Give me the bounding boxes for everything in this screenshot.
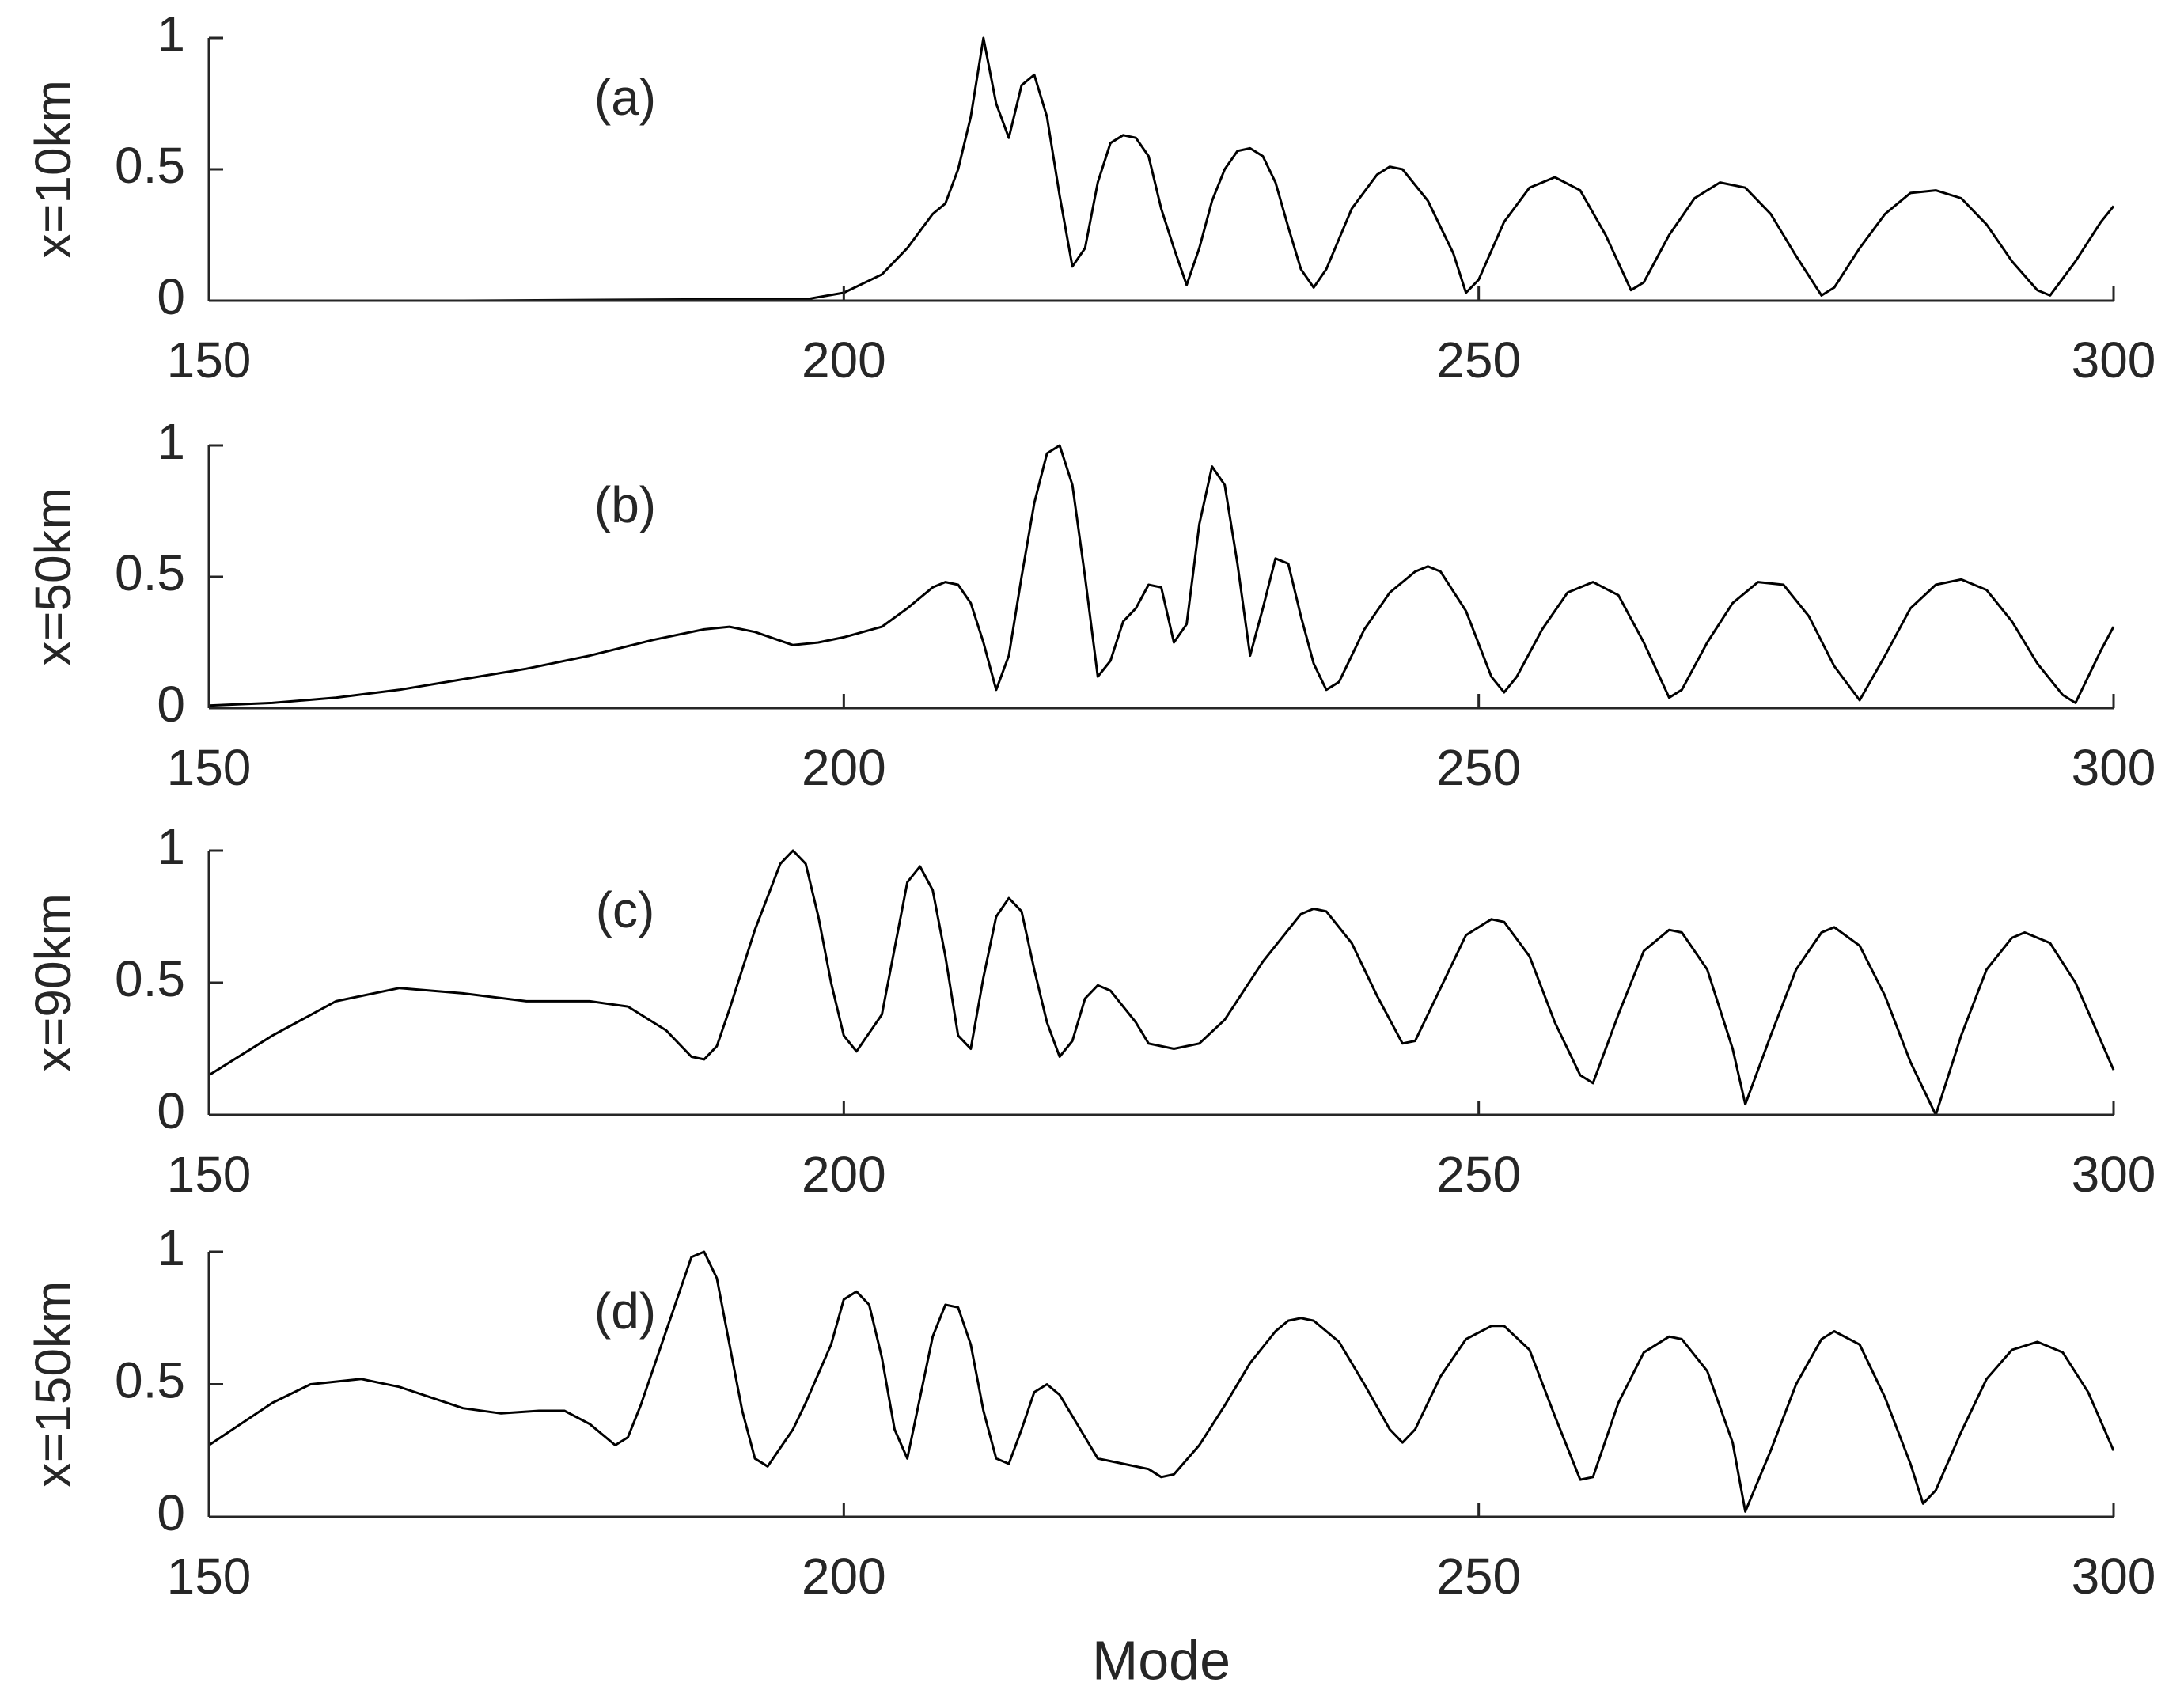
data-line [209,36,2115,302]
x-tick-label: 150 [167,1146,252,1203]
y-axis-label: x=10km [25,80,82,259]
data-line [208,444,2115,707]
y-tick-label: 1 [157,6,185,63]
x-axis-label: Mode [1092,1629,1230,1691]
y-tick-label: 0 [157,676,185,733]
y-tick-label: 0.5 [115,950,185,1007]
y-tick-label: 0 [157,1082,185,1139]
y-tick-label: 0.5 [115,1351,185,1408]
x-tick-label: 200 [802,739,886,796]
y-tick-label: 0 [157,1484,185,1541]
x-tick-label: 150 [167,332,252,388]
y-axis-label: x=90km [25,893,82,1072]
y-axis-label: x=50km [25,487,82,666]
data-line [208,849,2115,1116]
panel-annotation: (a) [594,69,656,126]
y-tick-label: 1 [157,818,185,875]
y-tick-label: 1 [157,413,185,470]
x-tick-label: 300 [2072,1146,2156,1203]
x-tick-label: 250 [1436,1146,1521,1203]
panel-annotation: (b) [594,476,656,533]
x-tick-label: 250 [1436,739,1521,796]
y-tick-label: 1 [157,1219,185,1276]
y-tick-label: 0 [157,268,185,325]
x-tick-label: 300 [2072,1548,2156,1605]
x-tick-label: 200 [802,332,886,388]
y-tick-label: 0.5 [115,544,185,601]
panel-annotation: (d) [594,1283,656,1340]
x-tick-label: 150 [167,1548,252,1605]
x-tick-label: 200 [802,1146,886,1203]
y-axis-label: x=150km [25,1281,82,1488]
y-tick-label: 0.5 [115,137,185,194]
x-tick-label: 150 [167,739,252,796]
panel-annotation: (c) [596,881,655,938]
x-tick-label: 200 [802,1548,886,1605]
x-tick-label: 250 [1436,1548,1521,1605]
x-tick-label: 300 [2072,739,2156,796]
x-tick-label: 250 [1436,332,1521,388]
data-line [208,1250,2115,1513]
x-tick-label: 300 [2072,332,2156,388]
